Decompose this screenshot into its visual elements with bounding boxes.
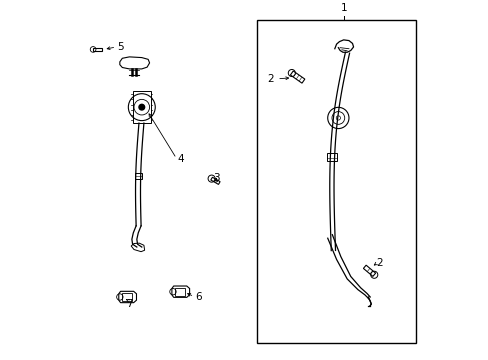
FancyBboxPatch shape <box>122 293 132 301</box>
Text: 4: 4 <box>177 153 183 163</box>
Text: 5: 5 <box>117 42 123 52</box>
Text: 1: 1 <box>340 3 346 13</box>
Text: 7: 7 <box>126 299 132 309</box>
Circle shape <box>139 104 144 110</box>
Text: 2: 2 <box>267 74 274 84</box>
Text: 6: 6 <box>195 292 201 302</box>
Bar <box>256 21 415 343</box>
FancyBboxPatch shape <box>174 288 185 296</box>
Text: 3: 3 <box>212 173 219 183</box>
Text: 2: 2 <box>375 258 382 268</box>
